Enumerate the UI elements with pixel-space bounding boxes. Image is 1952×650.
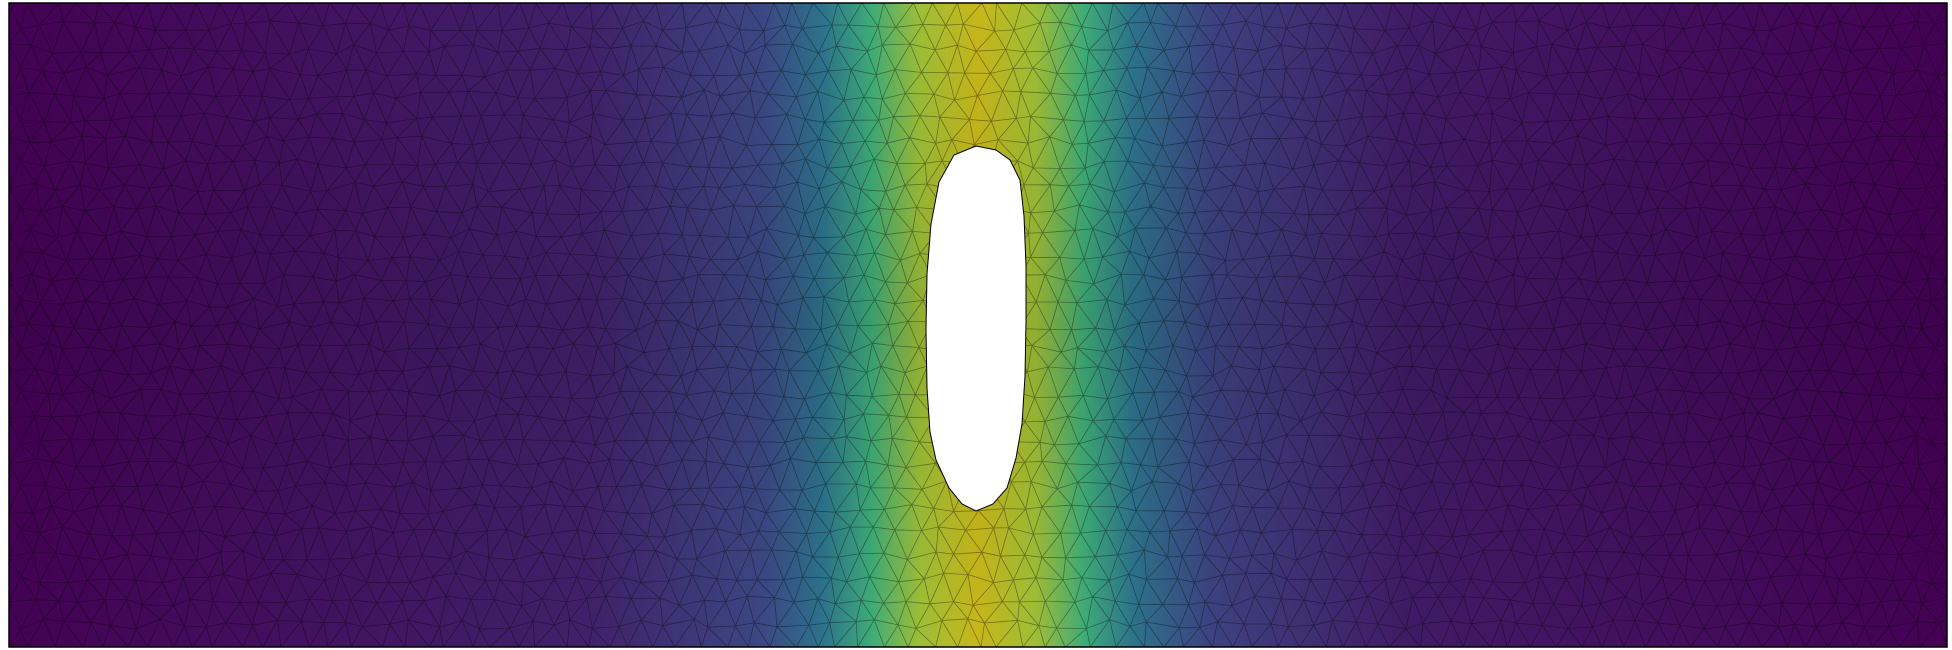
triangle-mesh: [9, 3, 1947, 647]
slot-hole: [925, 145, 1027, 512]
mesh-edges: [9, 3, 1947, 647]
domain-border: [8, 2, 1948, 648]
